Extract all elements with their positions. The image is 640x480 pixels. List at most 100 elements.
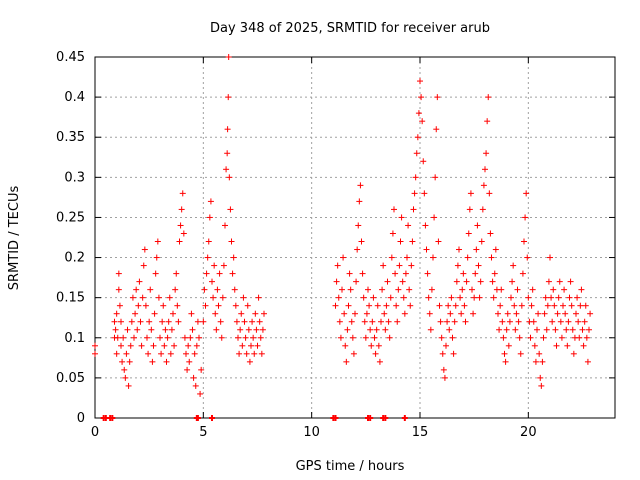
- data-point: [113, 310, 120, 317]
- data-point: [258, 350, 265, 357]
- data-point: [376, 358, 383, 365]
- data-point: [231, 286, 238, 293]
- grid-lines: [95, 57, 615, 418]
- data-point: [531, 342, 538, 349]
- data-point: [479, 206, 486, 213]
- data-point: [333, 278, 340, 285]
- data-point: [248, 342, 254, 349]
- data-point: [172, 286, 179, 293]
- data-point: [391, 206, 397, 213]
- data-point: [137, 318, 144, 325]
- data-point: [483, 150, 490, 157]
- data-point: [553, 342, 560, 349]
- data-point: [446, 326, 453, 333]
- data-point: [155, 294, 162, 301]
- data-point: [453, 278, 460, 285]
- data-point: [171, 342, 178, 349]
- data-point: [226, 174, 233, 181]
- data-point: [402, 270, 409, 277]
- data-point: [576, 334, 583, 341]
- data-point: [359, 270, 366, 277]
- data-point: [506, 318, 513, 325]
- data-point: [473, 246, 480, 253]
- data-point: [386, 334, 393, 341]
- data-point: [543, 326, 550, 333]
- data-point: [183, 350, 189, 357]
- data-point: [216, 270, 223, 277]
- data-point: [474, 222, 481, 229]
- data-point: [188, 310, 195, 317]
- data-point: [249, 318, 256, 325]
- data-point: [250, 334, 257, 341]
- data-point: [517, 350, 524, 357]
- data-point: [175, 318, 182, 325]
- data-point: [448, 294, 455, 301]
- data-point: [565, 318, 572, 325]
- data-point: [545, 278, 552, 285]
- data-point: [541, 310, 548, 317]
- data-point: [140, 262, 147, 269]
- data-point: [159, 318, 166, 325]
- data-point-zero: [194, 415, 201, 421]
- data-point: [190, 374, 197, 381]
- data-point: [485, 94, 492, 101]
- data-point: [586, 326, 592, 333]
- data-point: [202, 302, 209, 309]
- data-point: [387, 294, 394, 301]
- data-point: [555, 294, 562, 301]
- data-point: [149, 358, 156, 365]
- x-tick-label: 5: [199, 425, 207, 440]
- data-point: [465, 230, 472, 237]
- data-point: [466, 206, 473, 213]
- data-point: [213, 326, 220, 333]
- data-point: [389, 230, 396, 237]
- x-axis-label: GPS time / hours: [296, 459, 405, 474]
- data-point: [513, 310, 520, 317]
- data-point: [178, 206, 185, 213]
- data-point: [236, 350, 243, 357]
- data-point: [489, 278, 496, 285]
- data-point: [496, 326, 503, 333]
- data-point-zero: [382, 415, 389, 421]
- data-point: [482, 166, 488, 173]
- data-point: [92, 350, 98, 357]
- data-point: [443, 342, 449, 349]
- y-tick-label: 0.1: [64, 331, 85, 346]
- data-point: [193, 342, 200, 349]
- data-point: [154, 238, 161, 245]
- data-point: [245, 326, 252, 333]
- data-point: [354, 246, 361, 253]
- data-point: [355, 222, 362, 229]
- data-point: [427, 326, 434, 333]
- data-point: [409, 238, 416, 245]
- data-point: [129, 294, 136, 301]
- data-point: [534, 326, 540, 333]
- data-point: [224, 150, 231, 157]
- data-point: [112, 326, 119, 333]
- data-point: [509, 278, 516, 285]
- data-point: [206, 214, 213, 221]
- data-point: [587, 310, 594, 317]
- data-point: [525, 294, 532, 301]
- data-point: [578, 286, 585, 293]
- data-point: [508, 294, 514, 301]
- data-point: [467, 190, 474, 197]
- data-point: [360, 294, 367, 301]
- data-point: [580, 342, 587, 349]
- data-point: [240, 294, 247, 301]
- data-point: [385, 318, 392, 325]
- data-point: [164, 334, 171, 341]
- data-point: [139, 294, 146, 301]
- data-point: [381, 310, 388, 317]
- data-point: [547, 254, 553, 261]
- data-point: [336, 318, 343, 325]
- data-point: [579, 326, 586, 333]
- data-point: [196, 334, 202, 341]
- data-point: [432, 174, 439, 181]
- x-tick-label: 15: [412, 425, 429, 440]
- data-point: [194, 318, 201, 325]
- data-point: [358, 238, 365, 245]
- data-point: [378, 318, 384, 325]
- data-point: [484, 118, 491, 125]
- data-point: [400, 294, 407, 301]
